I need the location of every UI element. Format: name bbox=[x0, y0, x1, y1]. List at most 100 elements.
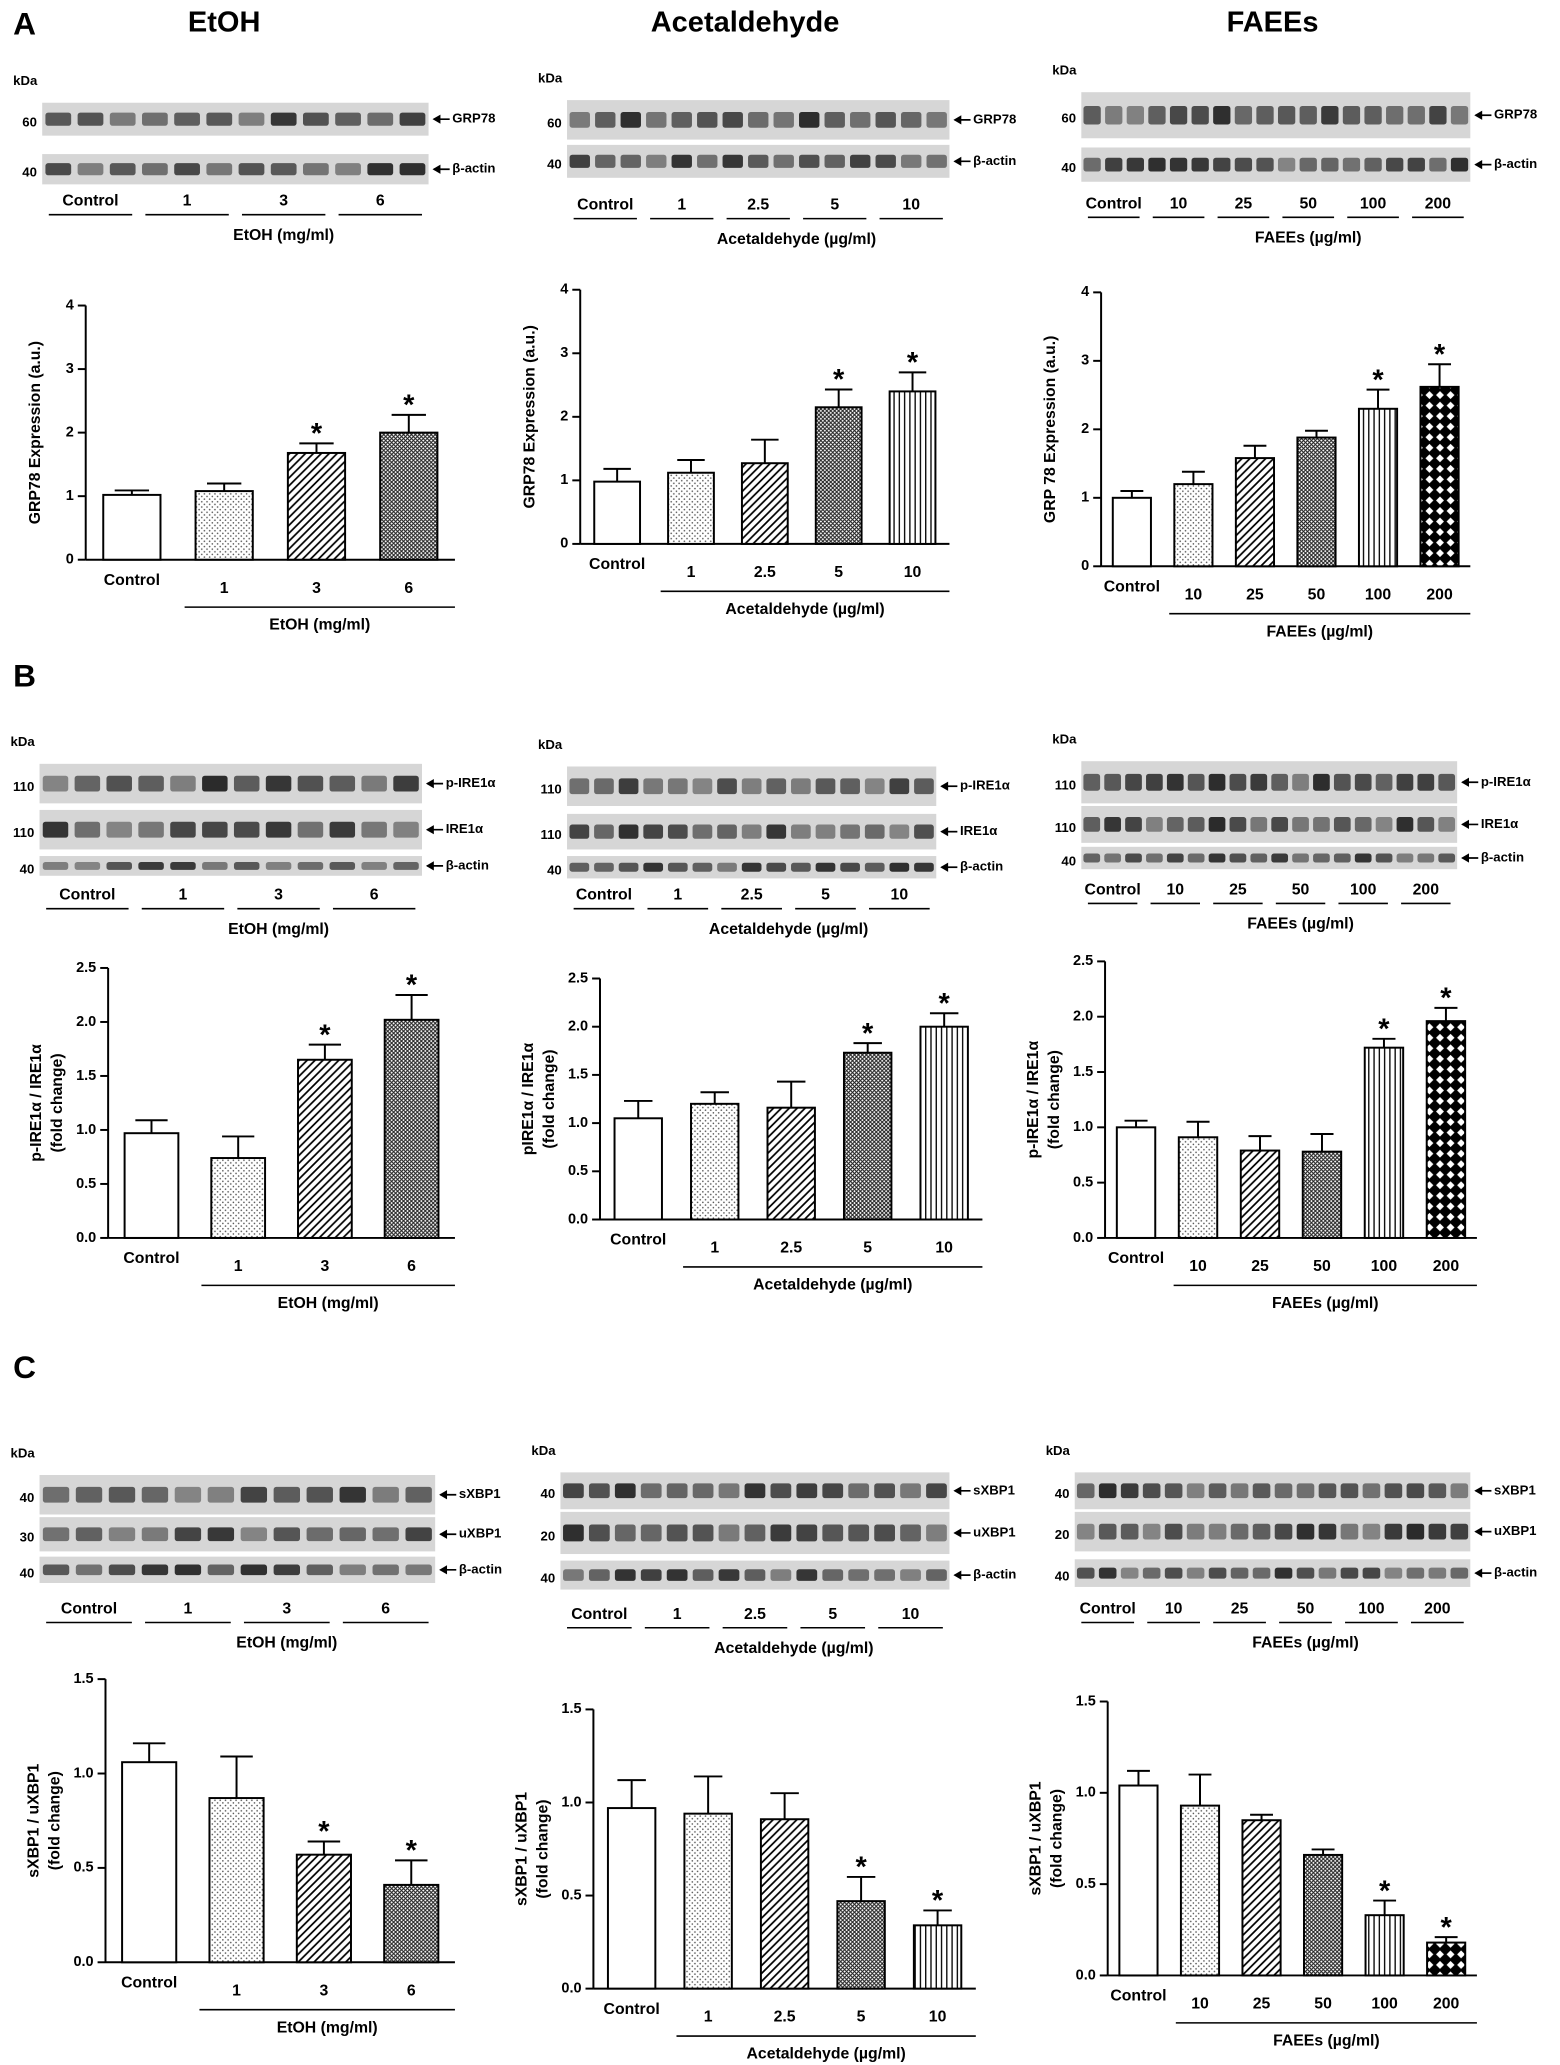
significance-star: * bbox=[311, 418, 323, 450]
significance-star: * bbox=[932, 1885, 944, 1917]
significance-star: * bbox=[406, 1835, 418, 1867]
blot-band bbox=[170, 775, 196, 792]
blot-band bbox=[643, 824, 664, 839]
blot-band bbox=[372, 1527, 399, 1542]
blot-band bbox=[692, 862, 713, 872]
bar bbox=[1426, 1941, 1467, 1977]
blot-band bbox=[889, 862, 910, 872]
lane-label: Control bbox=[59, 887, 115, 904]
y-axis-label: sXBP1 / uXBP1 bbox=[513, 1792, 530, 1906]
x-axis-label: FAEEs (µg/ml) bbox=[1266, 623, 1373, 640]
blot-band bbox=[1362, 1523, 1381, 1540]
x-tick-label: 1 bbox=[234, 1258, 243, 1275]
blot-band bbox=[361, 861, 387, 870]
blot-band bbox=[1406, 1523, 1425, 1540]
blot-band bbox=[1125, 773, 1142, 791]
blot-band bbox=[1364, 157, 1382, 172]
blot-band bbox=[1407, 157, 1425, 172]
blot-band bbox=[108, 1486, 136, 1503]
blot-band bbox=[889, 778, 910, 795]
blot-band bbox=[109, 112, 136, 126]
arrow-head bbox=[1474, 1527, 1483, 1537]
bar bbox=[842, 1051, 893, 1221]
blot-band bbox=[1313, 773, 1330, 791]
bar bbox=[121, 1761, 178, 1964]
lane-label: 25 bbox=[1235, 195, 1253, 212]
significance-star: * bbox=[1440, 983, 1452, 1015]
protein-label: sXBP1 bbox=[973, 1482, 1015, 1497]
blot-band bbox=[1166, 853, 1184, 863]
lane-label: 2.5 bbox=[741, 887, 763, 904]
blot-band bbox=[399, 112, 426, 126]
blot-band bbox=[1396, 773, 1414, 791]
blot-band bbox=[791, 778, 811, 795]
x-tick-label: 6 bbox=[407, 1982, 416, 1999]
blot-band bbox=[569, 778, 590, 795]
y-tick-label: 0.0 bbox=[73, 1954, 93, 1970]
blot-band bbox=[1098, 1567, 1117, 1579]
mw-label: 40 bbox=[20, 861, 35, 876]
blot-band bbox=[1333, 773, 1351, 791]
blot-band bbox=[1187, 773, 1205, 791]
mw-label: 40 bbox=[22, 165, 37, 180]
x-tick-label: 6 bbox=[404, 580, 413, 597]
x-tick-label: 200 bbox=[1433, 1996, 1460, 2013]
blot-band bbox=[1169, 157, 1188, 172]
bar bbox=[297, 1058, 353, 1239]
y-tick-label: 1 bbox=[560, 472, 568, 488]
blot-band bbox=[141, 1486, 169, 1503]
bar bbox=[1301, 1150, 1343, 1239]
blot-band bbox=[770, 1483, 792, 1499]
x-tick-label: 25 bbox=[1251, 1258, 1269, 1275]
blot-band bbox=[848, 1569, 870, 1581]
blot-band bbox=[1126, 157, 1144, 172]
lane-label: 200 bbox=[1413, 881, 1440, 898]
kda-label: kDa bbox=[13, 73, 38, 88]
lane-label: 50 bbox=[1299, 195, 1317, 212]
blot-band bbox=[1208, 1567, 1227, 1579]
lane-label: Control bbox=[61, 1601, 117, 1618]
bar bbox=[210, 1157, 267, 1239]
blot-band bbox=[393, 775, 419, 792]
lane-label: 6 bbox=[376, 193, 385, 210]
protein-label: IRE1α bbox=[446, 821, 483, 836]
y-tick-label: 1 bbox=[66, 488, 74, 504]
blot-band bbox=[77, 163, 104, 176]
blot-band bbox=[45, 163, 72, 176]
blot-band bbox=[329, 861, 356, 870]
blot-band bbox=[1318, 1483, 1337, 1499]
y-tick-label: 0.5 bbox=[568, 1163, 588, 1179]
blot-band bbox=[864, 862, 885, 872]
blot-band bbox=[1186, 1567, 1205, 1579]
blot-band bbox=[1256, 157, 1274, 172]
lane-label: Control bbox=[1086, 195, 1142, 212]
blot-band bbox=[815, 824, 836, 839]
blot-band bbox=[138, 861, 164, 870]
lane-label: 1 bbox=[184, 1601, 193, 1618]
arrow-head bbox=[439, 1490, 448, 1500]
blot-band bbox=[306, 1564, 333, 1576]
blot-band bbox=[773, 154, 794, 168]
blot-band bbox=[874, 1569, 895, 1581]
blot-band bbox=[1164, 1567, 1183, 1579]
bar bbox=[1239, 1149, 1281, 1239]
blot-band bbox=[791, 824, 811, 839]
blot-band bbox=[1120, 1567, 1139, 1579]
mw-label: 40 bbox=[541, 1486, 556, 1501]
blot-band bbox=[206, 163, 233, 176]
blot-band bbox=[640, 1524, 662, 1542]
y-tick-label: 2.5 bbox=[568, 970, 588, 986]
blot-band bbox=[1364, 106, 1382, 125]
y-axis-label: sXBP1 / uXBP1 bbox=[1028, 1781, 1045, 1895]
y-tick-label: 1.0 bbox=[1076, 1785, 1096, 1801]
blot-band bbox=[74, 775, 101, 792]
arrow-head bbox=[953, 1486, 962, 1496]
mw-label: 60 bbox=[547, 115, 562, 130]
y-tick-label: 1.0 bbox=[561, 1794, 581, 1810]
blot-band bbox=[718, 1524, 740, 1542]
blot-band bbox=[1340, 1483, 1359, 1499]
blot-band bbox=[914, 862, 934, 872]
lane-label: 10 bbox=[1170, 195, 1188, 212]
bar bbox=[1241, 1819, 1282, 1977]
significance-star: * bbox=[1434, 339, 1446, 371]
